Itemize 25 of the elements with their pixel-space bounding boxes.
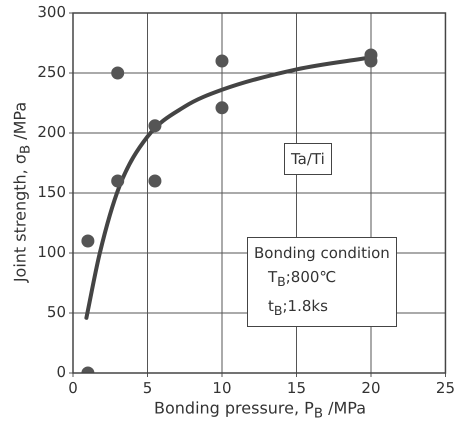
- x-axis-title: Bonding pressure, P$_{B}$ /MPa: [154, 398, 366, 422]
- y-tick-label: 0: [56, 362, 66, 381]
- x-tick-label: 25: [436, 378, 456, 397]
- point: [148, 119, 162, 132]
- y-tick-label: 200: [37, 122, 66, 141]
- point: [215, 101, 228, 114]
- point: [111, 66, 124, 80]
- y-tick-label: 100: [37, 242, 66, 261]
- x-tick-label: 10: [212, 378, 232, 397]
- annotation: Bonding condition: [254, 243, 390, 264]
- point: [215, 54, 228, 68]
- y-tick-label: 300: [37, 2, 66, 21]
- x-tick-label: 5: [142, 378, 152, 397]
- point: [81, 234, 94, 248]
- y-tick-label: 150: [37, 182, 66, 201]
- point: [111, 174, 124, 188]
- x-tick-label: 15: [286, 378, 306, 397]
- x-tick-label: 0: [68, 378, 78, 397]
- annotation: t$_{B}$;1.8ks: [267, 296, 329, 320]
- x-tick-label: 20: [361, 378, 381, 397]
- y-tick-label: 50: [46, 302, 66, 321]
- y-tick-label: 250: [37, 62, 66, 81]
- point: [148, 174, 162, 188]
- annotation: Ta/Ti: [284, 143, 332, 175]
- annotation: T$_{B}$;800℃: [267, 267, 338, 291]
